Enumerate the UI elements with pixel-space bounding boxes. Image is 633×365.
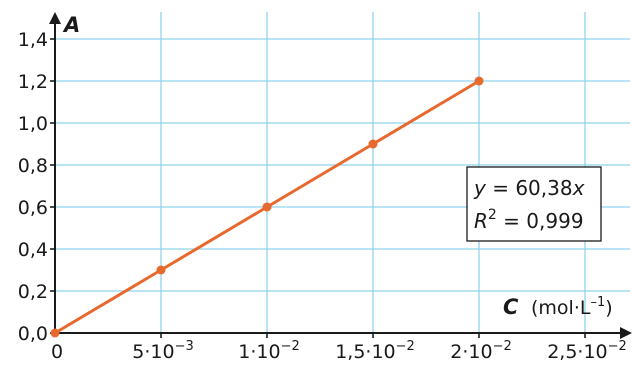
y-tick-label: 0,4 <box>18 239 48 261</box>
x-tick-label: 0 <box>51 341 63 363</box>
x-axis-title: C <box>503 295 519 319</box>
x-tick-mantissa: 2·10 <box>450 341 492 363</box>
x-tick-exponent: −3 <box>175 339 194 354</box>
x-tick-mantissa: 0 <box>51 341 63 363</box>
data-point <box>474 76 484 86</box>
r-squared-line: R2 = 0,999 <box>474 207 584 233</box>
x-tick-mantissa: 1,5·10 <box>335 341 395 363</box>
y-axis-title: A <box>62 13 80 37</box>
equation-part: x <box>572 176 585 200</box>
x-tick-exponent: −2 <box>608 339 627 354</box>
y-tick-label: 0,0 <box>18 323 48 345</box>
x-tick-label: 2,5·10−2 <box>547 339 627 363</box>
r-squared-exponent: 2 <box>488 207 497 223</box>
data-point <box>156 265 166 275</box>
x-tick-label: 1,5·10−2 <box>335 339 415 363</box>
y-tick-label: 1,2 <box>18 71 48 93</box>
data-point <box>368 139 378 149</box>
x-axis-unit: (mol·L–1) <box>531 295 613 319</box>
data-point <box>262 202 272 212</box>
x-tick-label: 2·10−2 <box>450 339 511 363</box>
x-tick-label: 1·10−2 <box>238 339 299 363</box>
r-squared-value: = 0,999 <box>497 209 584 233</box>
x-axis-unit-base: (mol·L <box>531 297 591 319</box>
x-tick-label: 5·10−3 <box>132 339 193 363</box>
y-axis-arrow <box>49 12 61 24</box>
equation-box: y = 60,38x R2 = 0,999 <box>466 166 602 242</box>
y-tick-label: 0,6 <box>18 197 48 219</box>
axes <box>49 12 632 339</box>
x-axis-unit-exponent: –1 <box>590 295 605 310</box>
y-tick-label: 0,2 <box>18 281 48 303</box>
equation-part: y <box>473 176 487 200</box>
x-axis-arrow <box>620 327 632 339</box>
equation-box-frame <box>466 166 602 242</box>
x-axis-unit-close: ) <box>605 297 612 319</box>
x-tick-exponent: −2 <box>493 339 512 354</box>
y-tick-label: 1,0 <box>18 113 48 135</box>
data-point <box>50 328 60 338</box>
y-tick-label: 1,4 <box>18 29 48 51</box>
x-tick-mantissa: 5·10 <box>132 341 174 363</box>
r-squared-var: R <box>474 209 488 233</box>
x-tick-exponent: −2 <box>281 339 300 354</box>
x-tick-mantissa: 1·10 <box>238 341 280 363</box>
x-tick-mantissa: 2,5·10 <box>547 341 607 363</box>
y-tick-label: 0,8 <box>18 155 48 177</box>
equation-line: y = 60,38x <box>473 176 585 200</box>
x-tick-exponent: −2 <box>396 339 415 354</box>
tick-labels: 0,00,20,40,60,81,01,21,40 5·10−3 1·10−2 1,5… <box>18 13 627 363</box>
equation-part: = 60,38 <box>486 176 573 200</box>
data-series <box>50 76 484 338</box>
